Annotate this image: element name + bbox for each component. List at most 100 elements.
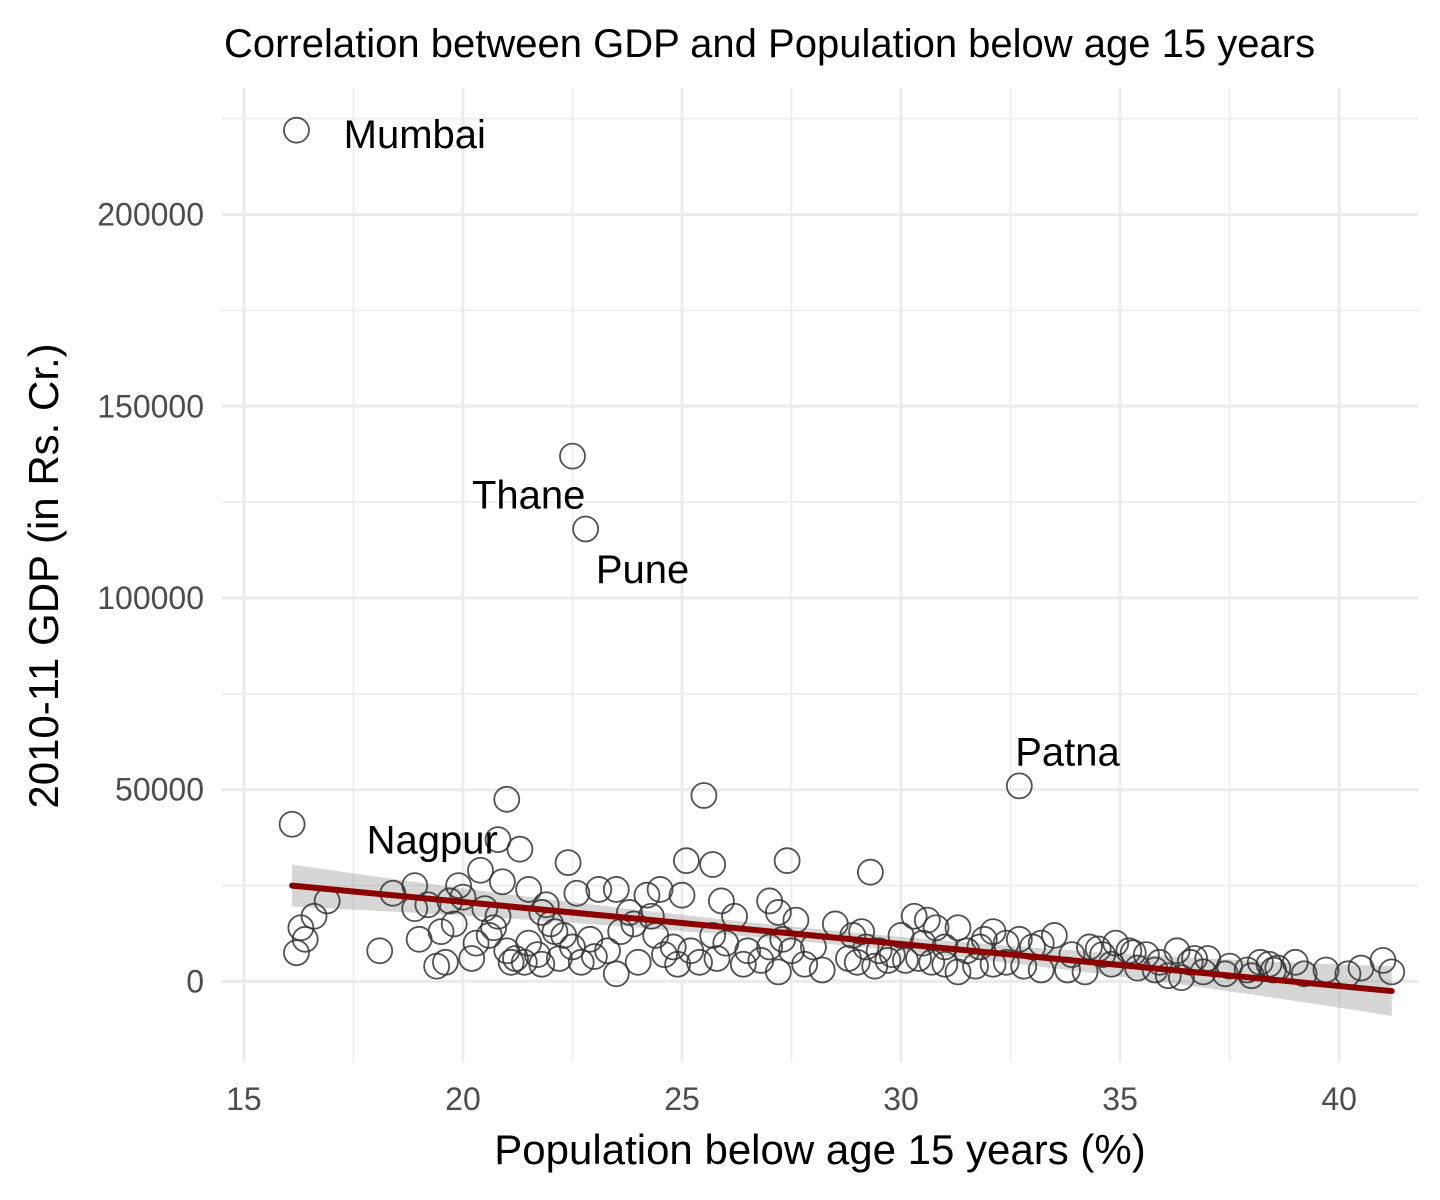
chart-title: Correlation between GDP and Population b… — [224, 22, 1315, 66]
data-point — [922, 914, 950, 942]
data-point — [646, 876, 674, 903]
trend-line-layer — [289, 882, 1395, 995]
data-point — [651, 941, 678, 969]
x-tick-label: 25 — [664, 1081, 700, 1117]
point-annotation: Thane — [472, 473, 585, 517]
data-point — [449, 883, 477, 911]
data-point — [1233, 956, 1261, 984]
data-point — [664, 950, 692, 978]
data-point — [764, 958, 792, 986]
data-point — [848, 918, 876, 946]
data-point — [480, 914, 508, 942]
x-tick-label: 30 — [883, 1081, 919, 1117]
data-point — [554, 849, 582, 876]
data-point — [699, 851, 727, 878]
data-point — [659, 933, 687, 961]
data-point — [668, 881, 696, 909]
data-point — [791, 950, 819, 978]
data-point — [944, 914, 972, 942]
data-point — [1040, 922, 1068, 949]
point-annotation: Nagpur — [367, 819, 498, 863]
data-point — [414, 891, 442, 919]
x-tick-label: 35 — [1102, 1081, 1138, 1117]
data-point — [488, 868, 516, 896]
data-point — [843, 948, 871, 976]
data-point — [467, 856, 494, 884]
data-point — [1102, 929, 1130, 957]
point-annotation: Mumbai — [344, 113, 486, 157]
y-tick-label: 50000 — [115, 772, 204, 808]
data-point — [756, 887, 784, 915]
data-point — [559, 442, 586, 470]
data-point — [913, 906, 941, 934]
data-point — [594, 937, 621, 965]
data-point — [427, 918, 455, 946]
y-tick-label: 150000 — [97, 388, 204, 424]
data-point — [773, 847, 801, 875]
data-point — [300, 902, 328, 930]
data-point — [620, 910, 648, 938]
data-point — [1168, 964, 1195, 992]
data-point — [366, 937, 394, 965]
data-point — [624, 948, 652, 976]
x-tick-label: 15 — [226, 1081, 262, 1117]
x-tick-label: 40 — [1321, 1081, 1357, 1117]
data-point — [510, 948, 538, 976]
data-point — [1378, 958, 1406, 986]
data-point — [944, 958, 972, 986]
data-point — [931, 950, 959, 978]
data-point — [458, 945, 486, 972]
data-point — [764, 899, 792, 926]
data-point — [861, 952, 889, 980]
data-point — [992, 948, 1020, 976]
y-tick-label: 200000 — [97, 197, 204, 233]
data-point — [808, 956, 836, 984]
data-point — [475, 922, 503, 949]
data-point — [484, 826, 512, 853]
data-point — [690, 782, 718, 809]
point-annotation: Pune — [596, 548, 689, 592]
data-point — [545, 945, 573, 972]
data-point — [1005, 772, 1033, 800]
data-point — [497, 948, 525, 976]
data-point — [734, 937, 762, 965]
data-point — [856, 858, 884, 886]
point-annotation: Patna — [1015, 730, 1120, 774]
data-point — [602, 876, 630, 903]
data-point — [874, 946, 902, 974]
data-point — [616, 899, 643, 926]
data-point — [585, 876, 613, 903]
data-point — [602, 960, 630, 988]
data-point — [440, 910, 468, 938]
trend-line — [289, 882, 1395, 995]
data-point — [506, 835, 534, 863]
data-point — [278, 810, 306, 838]
y-tick-label: 100000 — [97, 580, 204, 616]
data-point — [1154, 962, 1182, 990]
data-point — [1290, 960, 1318, 988]
data-point — [966, 933, 994, 961]
x-tick-label: 20 — [445, 1081, 481, 1117]
data-point — [633, 881, 661, 909]
data-point — [1005, 925, 1033, 953]
data-point — [283, 939, 310, 967]
data-point — [567, 948, 595, 976]
x-axis-title: Population below age 15 years (%) — [494, 1126, 1145, 1173]
data-point — [515, 876, 543, 903]
data-point — [887, 922, 915, 949]
data-point — [900, 902, 928, 930]
data-point — [1176, 948, 1204, 976]
y-axis-title: 2010-11 GDP (in Rs. Cr.) — [20, 343, 67, 808]
data-point — [686, 948, 713, 976]
points-layer — [278, 116, 1406, 992]
data-point — [1246, 948, 1274, 976]
data-point — [703, 945, 731, 972]
data-point — [283, 116, 310, 144]
data-point — [729, 950, 757, 978]
data-point — [532, 891, 560, 919]
data-point — [580, 943, 608, 970]
data-point — [471, 895, 499, 923]
y-tick-label: 0 — [186, 963, 204, 999]
